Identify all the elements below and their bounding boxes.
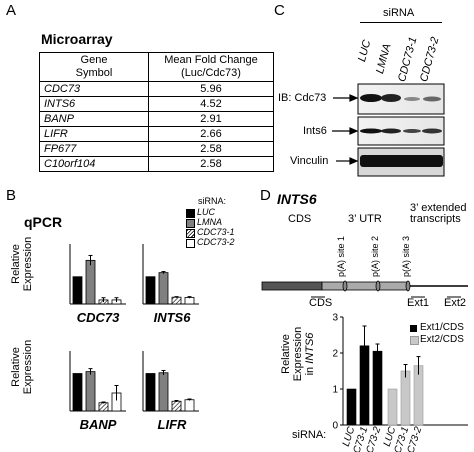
cds-region-label: CDS <box>288 213 312 225</box>
blot-sirna-label: siRNA <box>383 7 415 19</box>
y-tick-label: 0 <box>332 421 338 432</box>
y-tick-label: 1 <box>332 385 338 396</box>
bar-ext2 <box>400 370 411 426</box>
table-row: C10orf104 2.58 <box>39 156 274 172</box>
probe-ext1-label: Ext1 <box>407 297 430 309</box>
bar-luc <box>145 276 156 305</box>
fold-change-header: Mean Fold Change (Luc/Cdc73) <box>148 52 274 82</box>
microarray-table: Gene Symbol Mean Fold Change (Luc/Cdc73) C… <box>39 52 274 172</box>
table-row: LIFR 2.66 <box>39 126 274 142</box>
bar-ext1 <box>372 350 383 426</box>
microarray-title: Microarray <box>41 31 113 47</box>
panel-b-letter: B <box>6 187 17 204</box>
bar-ext1 <box>346 388 357 426</box>
qpcr-title: qPCR <box>24 214 63 230</box>
legend-label-ext2: Ext2/CDS <box>420 334 464 345</box>
probe-cds-label: CDS <box>309 297 333 309</box>
legend-swatch-luc <box>186 209 195 218</box>
legend-label-luc: LUC <box>197 207 216 217</box>
gene-label: INTS6 <box>154 310 192 325</box>
band-ints6-lmna <box>381 128 401 134</box>
legend-label-cdc73-2: CDC73-2 <box>197 237 235 247</box>
blot-label-vinculin: Vinculin <box>290 155 329 167</box>
bar-ext2 <box>387 388 398 426</box>
bar-luc <box>145 373 156 412</box>
pa-site-3-mark <box>405 280 411 292</box>
band-vinculin <box>360 155 443 167</box>
pa-site-2-mark <box>375 280 381 292</box>
band-ints6-cdc73-1 <box>403 129 421 133</box>
y-tick-label: 3 <box>332 313 338 324</box>
blot-arrows <box>332 94 359 165</box>
pa-site-1-mark <box>342 280 348 292</box>
legend-swatch-cdc73-2 <box>186 239 195 248</box>
y-tick-label: 2 <box>332 349 338 360</box>
band-cdc73-luc <box>360 94 382 102</box>
legend-swatch-lmna <box>186 219 195 228</box>
table-row: BANP 2.91 <box>39 111 274 127</box>
panel-a-letter: A <box>6 2 17 19</box>
panel-d-letter: D <box>260 187 271 204</box>
band-cdc73-lmna <box>381 94 401 102</box>
table-row: INTS6 4.52 <box>39 96 274 112</box>
band-cdc73-cdc73-1 <box>404 97 420 101</box>
legend-title: siRNA: <box>198 196 227 206</box>
band-cdc73-cdc73-2 <box>423 96 441 102</box>
sirna-bracket <box>360 22 442 23</box>
blot-label-ints6: Ints6 <box>303 125 327 137</box>
utr-region-label: 3’ UTR <box>348 213 382 225</box>
probe-ext2-label: Ext2 <box>444 297 467 309</box>
legend-label-lmna: LMNA <box>197 217 223 227</box>
gene-symbol-header: Gene Symbol <box>39 52 149 82</box>
blot-label-cdc73: IB: Cdc73 <box>278 92 327 104</box>
ints6-gene-title: INTS6 <box>277 191 317 207</box>
extended-region-label: 3’ extended transcripts <box>410 202 467 225</box>
bar-luc <box>72 373 83 412</box>
d-sirna-label: siRNA: <box>292 429 327 441</box>
legend-label-cdc73-1: CDC73-1 <box>197 227 235 237</box>
legend-swatch-ext1 <box>410 325 417 332</box>
legend-swatch-cdc73-1 <box>186 229 195 238</box>
legend-label-ext1: Ext1/CDS <box>420 322 464 333</box>
gene-label: BANP <box>80 417 117 432</box>
legend-swatch-ext2 <box>410 336 419 345</box>
band-ints6-cdc73-2 <box>422 128 442 134</box>
panel-c-letter: C <box>274 2 285 19</box>
gene-label: LIFR <box>158 417 187 432</box>
gene-label: CDC73 <box>77 310 120 325</box>
band-ints6-luc <box>360 128 382 134</box>
bar-luc <box>72 276 83 305</box>
